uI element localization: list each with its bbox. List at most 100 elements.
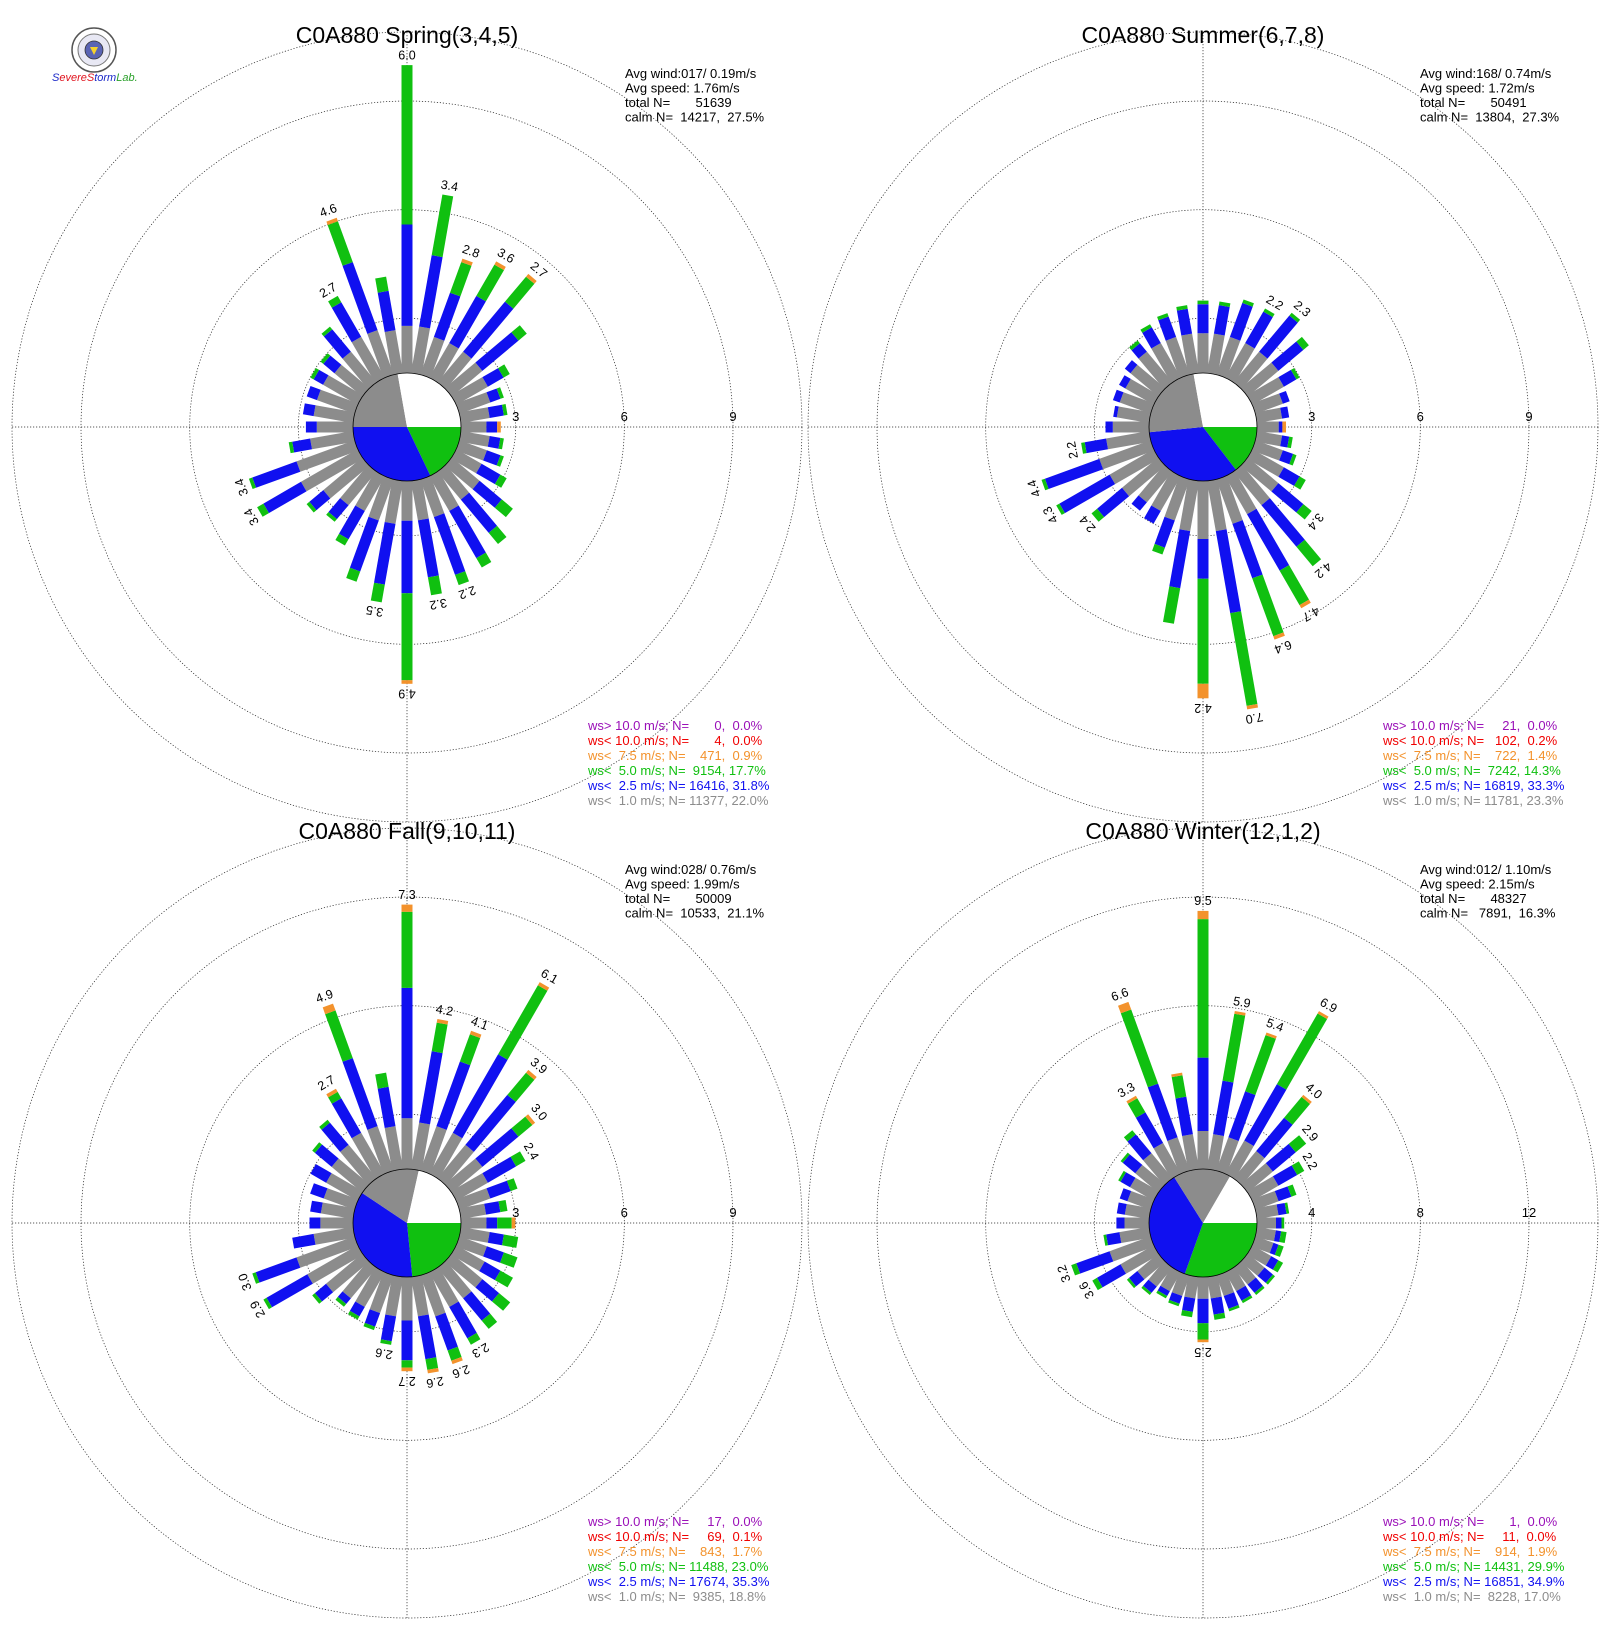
bar-segment-lt5: [1140, 324, 1152, 333]
bar-value-label: 3.4: [440, 178, 460, 195]
bar-segment-lt1: [1130, 1177, 1159, 1201]
bar-dir-230: [1091, 457, 1166, 522]
bar-segment-lt2_5: [1245, 311, 1273, 349]
bar-segment-lt1: [331, 1158, 370, 1193]
bar-dir-160: [1216, 1271, 1240, 1312]
bar-segment-lt2_5: [487, 436, 501, 449]
bar-dir-10: [1207, 1011, 1246, 1171]
windrose-panel-2: 3 6 92.2 2.33.44.24.76.47.04.22.44.34.42.2C…: [807, 22, 1599, 823]
bar-segment-lt1: [351, 1132, 385, 1179]
bar-dir-300: [310, 1164, 363, 1201]
bar-segment-lt1: [451, 377, 488, 405]
bar-value-label: 2.7: [398, 1374, 415, 1388]
bar-segment-lt2_5: [1213, 305, 1230, 336]
bar-segment-lt2_5: [310, 1183, 328, 1199]
bar-segment-lt5: [312, 1142, 322, 1153]
bar-dir-190: [370, 479, 403, 603]
bar-segment-lt2_5: [1265, 1143, 1296, 1172]
bar-value-label: 2.6: [425, 1374, 445, 1391]
bar-value-label: 7.3: [398, 888, 415, 902]
legend-entry-lt1: ws< 1.0 m/s; N= 11781, 23.3%: [1382, 793, 1564, 808]
bar-segment-lt2_5: [1127, 1134, 1152, 1161]
bar-segment-lt2_5: [449, 1301, 477, 1339]
bar-segment-lt5: [494, 499, 513, 518]
bar-value-label: 4.4: [1025, 478, 1044, 499]
bar-segment-lt1: [1165, 336, 1190, 379]
bar-segment-lt1: [1119, 392, 1155, 414]
bar-dir-270: [309, 1217, 353, 1229]
bar-segment-lt1: [1233, 464, 1270, 506]
calm-pie-slice-calm: [1193, 372, 1257, 427]
bar-segment-lt5: [1091, 508, 1105, 522]
bar-segment-lt2_5: [401, 987, 413, 1119]
bar-dir-180: [1197, 1277, 1209, 1343]
bar-dir-110: [455, 1236, 518, 1268]
bar-segment-lt1: [1255, 1227, 1276, 1242]
bar-segment-lt1: [459, 1227, 490, 1243]
bar-segment-lt2_5: [1119, 375, 1131, 389]
bar-segment-lt1: [429, 1132, 463, 1179]
bar-segment-lt5: [326, 512, 337, 522]
bar-segment-lt1: [1106, 431, 1151, 450]
bar-segment-lt5: [476, 552, 492, 568]
bar-segment-lt2_5: [292, 438, 312, 453]
bar-segment-lt5: [427, 575, 442, 596]
calm-pie: [352, 1168, 462, 1278]
bar-segment-lt2_5: [486, 1180, 511, 1199]
bar-segment-lt5: [494, 474, 507, 488]
bar-segment-lt1: [429, 1267, 459, 1307]
bar-segment-lt5: [1156, 1290, 1168, 1299]
calm-pie-slice-lt1: [353, 373, 407, 427]
bar-segment-lt5: [1123, 1130, 1136, 1142]
calm-pie-border: [352, 1168, 462, 1278]
logo-text-part: Lab.: [116, 72, 137, 84]
stats-line-1: Avg wind:028/ 0.76m/s: [625, 862, 757, 877]
bar-segment-lt1: [1207, 1134, 1224, 1171]
bar-segment-lt1: [316, 421, 353, 433]
bar-segment-lt5: [1276, 1013, 1328, 1090]
bar-dir-50: [1240, 336, 1309, 397]
bar-segment-lt2_5: [1059, 474, 1116, 514]
bar-segment-lt1: [459, 407, 490, 423]
bar-segment-lt5: [401, 1360, 413, 1368]
bar-segment-lt2_5: [1247, 508, 1290, 571]
bar-dir-190: [380, 1275, 403, 1345]
bar-segment-lt1: [316, 389, 359, 414]
bar-segment-lt2_5: [377, 290, 396, 332]
bar-segment-lt2_5: [321, 1122, 349, 1152]
bar-segment-lt1: [401, 1277, 413, 1321]
bar-segment-lt2_5: [1257, 1267, 1273, 1283]
bar-segment-lt7_5: [1299, 599, 1311, 609]
ring-label-2: 6: [621, 409, 628, 424]
stats-line-2: Avg speed: 1.72m/s: [1420, 81, 1535, 96]
bar-segment-lt5: [1163, 586, 1181, 624]
bar-segment-lt5: [327, 221, 353, 266]
bar-dir-210: [1144, 471, 1181, 524]
bar-value-label: 2.8: [460, 242, 481, 261]
bar-segment-lt1: [1197, 481, 1209, 539]
bar-segment-lt2_5: [401, 224, 413, 326]
bar-dir-0: [401, 65, 413, 373]
bar-dir-80: [459, 1200, 508, 1219]
bar-segment-lt1: [1216, 336, 1241, 379]
bar-segment-lt2_5: [483, 1246, 504, 1263]
bar-segment-lt1: [401, 325, 413, 373]
bar-dir-340: [326, 217, 394, 379]
range-ring-1: [1093, 317, 1313, 537]
bar-segment-lt1: [1240, 1163, 1273, 1193]
bar-segment-lt1: [1225, 343, 1255, 383]
stats-line-4: calm N= 14217, 27.5%: [625, 110, 765, 125]
bar-segment-lt1: [1151, 471, 1181, 511]
bar-segment-lt2_5: [1119, 1188, 1132, 1202]
bar-dir-230: [306, 457, 370, 513]
bar-segment-lt5: [498, 437, 504, 450]
bar-segment-lt1: [1240, 457, 1279, 492]
calm-pie-slice-lt1: [1174, 1168, 1231, 1223]
bar-segment-lt1: [1127, 1191, 1155, 1210]
bar-segment-lt2_5: [1279, 391, 1290, 404]
bar-segment-lt2_5: [1280, 406, 1290, 419]
bar-segment-lt5: [507, 1072, 535, 1102]
bar-segment-lt5: [1118, 1170, 1126, 1182]
bar-segment-lt5: [1288, 1135, 1307, 1153]
